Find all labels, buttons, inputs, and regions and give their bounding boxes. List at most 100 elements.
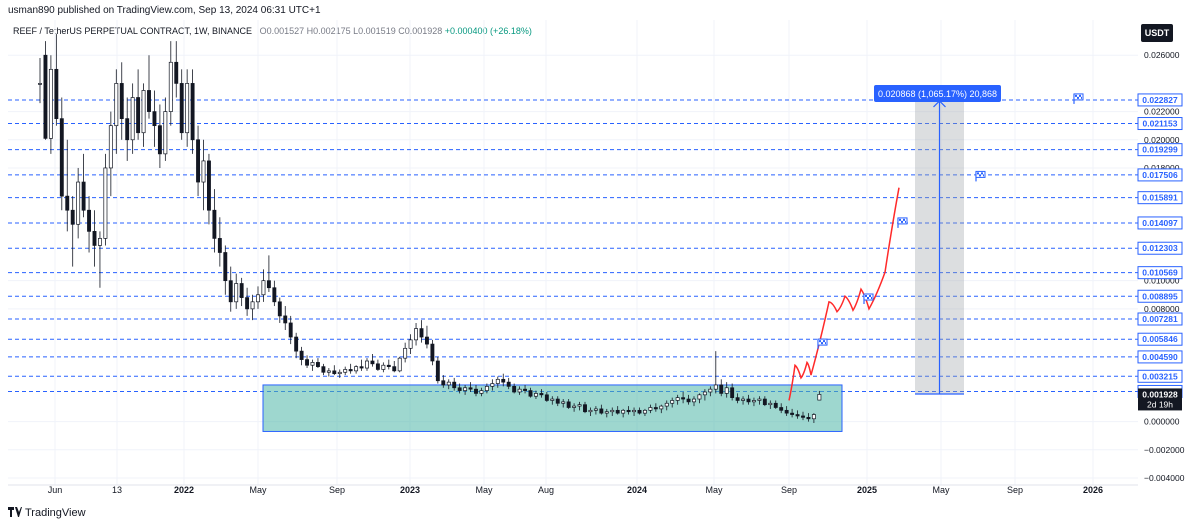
current-price-label: 0.001928 [1142,389,1178,399]
candle-body [256,294,260,303]
candle-body [686,398,691,403]
candle-body [201,160,206,183]
level-badge-label: 0.017506 [1142,170,1178,180]
candle-body [621,409,626,414]
projection-line [788,187,900,401]
time-axis: Jun 13 2022 May Sep 2023 May Aug 2024 May Sep 2025 M… [8,484,1138,495]
candle-body [136,97,141,134]
candle-body [277,301,282,317]
publisher-line: usman890 published on TradingView.com, S… [8,5,321,16]
candle-body [310,362,315,366]
candle-body [659,405,664,410]
candle-body [817,394,822,401]
candle-body [762,398,767,406]
level-badge-label: 0.005846 [1142,334,1178,344]
candle-body [779,407,784,411]
candle-body [103,167,108,239]
level-badge-label: 0.015891 [1142,193,1178,203]
candle-body [681,397,686,400]
candle-body [806,417,811,420]
candle-body [332,370,337,375]
level-badge-label: 0.008895 [1142,291,1178,301]
candle-body [441,380,446,386]
y-tick-label: −0.004000 [1144,473,1185,483]
candle-body [702,391,707,396]
candle-body [190,83,195,141]
candle-body [92,231,97,246]
candle-body [81,181,86,211]
candle-body [97,238,102,246]
candle-body [130,97,135,141]
level-badge [1137,266,1183,280]
candle-body [735,397,740,401]
candle-body [457,387,462,391]
candle-body [114,83,119,127]
candle-body [168,61,173,112]
ohlc-values: O0.001527 H0.002175 L0.001519 C0.001928 [259,26,443,36]
candle-body [730,387,735,398]
symbol-title[interactable]: REEF / TetherUS PERPETUAL CONTRACT, 1W, … [13,26,253,36]
candle-body [70,209,75,225]
target-flags [817,93,1084,350]
level-badge [1137,369,1183,383]
candle-body [435,360,440,382]
candle-body [539,393,544,396]
candle-body [724,387,729,394]
candle-body [517,388,522,393]
level-badge [1137,312,1183,326]
x-tick-label: Sep [329,485,345,495]
x-tick-label: Jun [48,485,63,495]
header: usman890 published on TradingView.com, S… [0,0,1200,22]
x-tick-label: 13 [112,485,122,495]
level-badge [1137,216,1183,230]
candle-body [757,398,762,401]
currency-button[interactable]: USDT [1141,24,1173,42]
candle-body [119,83,124,119]
candle-body [228,280,233,303]
footer-brand[interactable]: TradingView [8,507,86,519]
candle-body [495,378,500,384]
level-badge [1137,143,1183,157]
level-badge [1137,350,1183,364]
level-badge-label: 0.012303 [1142,243,1178,253]
resistance-levels [8,99,1138,392]
candle-body [430,343,435,362]
candle-body [272,287,277,303]
candle-body [125,118,130,141]
candle-body [392,366,397,372]
candle-body [354,366,359,372]
level-badge-label: 0.003215 [1142,371,1178,381]
x-tick-label: 2022 [174,485,194,495]
candle-body [697,394,702,400]
candle-body [452,381,457,389]
symbol-info-bar: REEF / TetherUS PERPETUAL CONTRACT, 1W, … [13,26,532,36]
candle-body [533,393,538,397]
candle-body [555,398,560,404]
projection-path [788,187,900,401]
level-badge [1137,289,1183,303]
candle-body [446,381,451,386]
candle-body [790,412,795,415]
level-badge [1137,117,1183,131]
candle-body [664,402,669,407]
y-tick-label: 0.010000 [1144,276,1180,286]
measure-tool: 0.020868 (1,065.17%) 20,868 [874,85,1001,395]
range-box [262,384,843,432]
countdown-label: 2d 19h [1147,399,1173,409]
candle-body [713,384,718,390]
level-badge-label: 0.022827 [1142,95,1178,105]
candle-body [59,118,64,197]
candle-body [185,83,190,134]
level-badge-label: 0.019299 [1142,145,1178,155]
candle-body [425,336,429,345]
candle-body [38,83,42,85]
flag-check [865,295,872,299]
y-tick-label: 0.018000 [1144,163,1180,173]
level-badge-label: 0.021153 [1143,119,1178,129]
candle-body [223,252,228,282]
price-axis: 0.026000 0.022000 0.020000 0.018000 0.010000… [1137,50,1185,483]
x-tick-label: 2024 [627,485,647,495]
candle-body [463,387,468,391]
footer-brand-label: TradingView [25,507,86,519]
